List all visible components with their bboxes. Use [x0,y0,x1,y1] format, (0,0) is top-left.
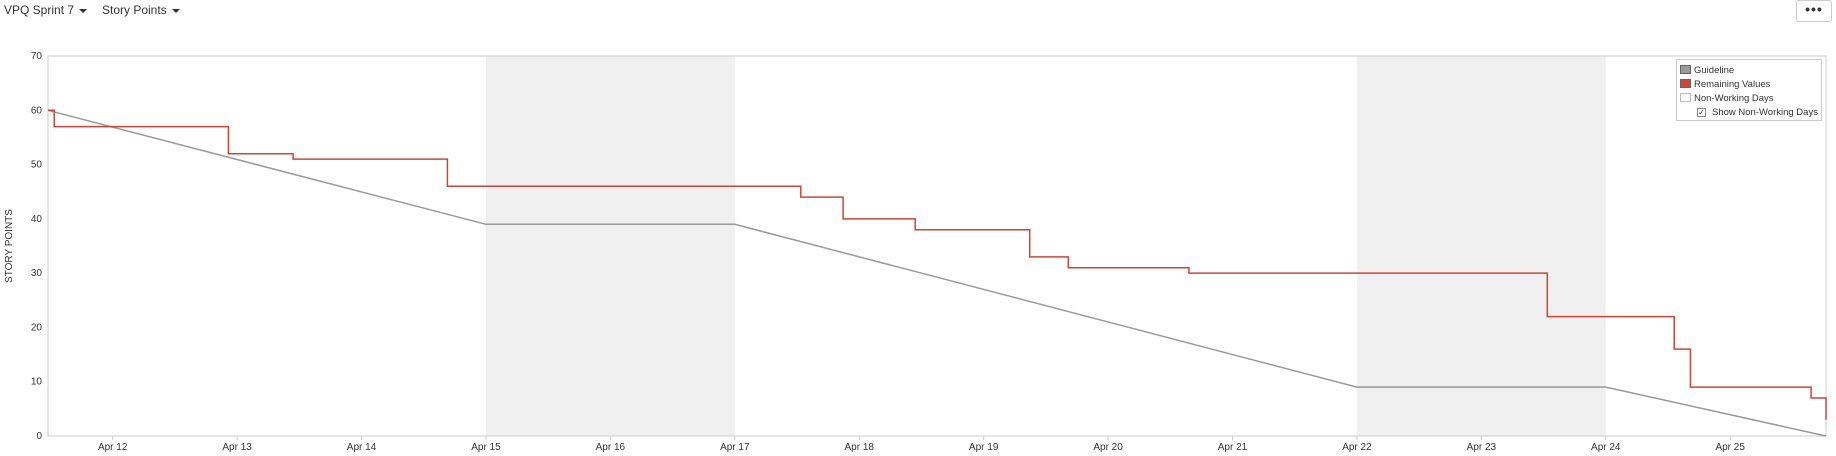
estimation-field-dropdown[interactable]: Story Points [102,3,180,17]
legend-label: Non-Working Days [1694,93,1774,104]
guideline-swatch [1680,65,1691,74]
more-actions-button[interactable]: ••• [1796,0,1832,22]
x-tick-label: Apr 12 [98,442,128,453]
non-working-swatch [1680,93,1691,102]
sprint-dropdown-label: VPQ Sprint 7 [4,3,75,17]
y-tick-label: 40 [31,214,43,225]
x-tick-label: Apr 16 [596,442,626,453]
x-tick-label: Apr 17 [720,442,750,453]
legend-label: Remaining Values [1694,79,1771,90]
y-tick-label: 10 [31,377,43,388]
chart-legend: Guideline Remaining Values Non-Working D… [1676,59,1822,121]
x-tick-label: Apr 15 [471,442,501,453]
x-tick-label: Apr 21 [1218,442,1248,453]
caret-down-icon [171,8,180,13]
y-tick-label: 70 [31,51,43,62]
x-tick-label: Apr 20 [1093,442,1123,453]
remaining-swatch [1680,79,1691,88]
estimation-field-label: Story Points [102,3,167,17]
x-tick-label: Apr 23 [1467,442,1497,453]
non-working-band [485,56,735,436]
toolbar: VPQ Sprint 7 Story Points ••• [0,0,1836,22]
x-tick-label: Apr 25 [1715,442,1745,453]
chart-series [47,109,1827,437]
x-tick-label: Apr 24 [1591,442,1621,453]
y-axis-label: STORY POINTS [4,209,15,283]
y-tick-label: 20 [31,322,43,333]
non-working-band [1356,56,1606,436]
y-tick-label: 50 [31,160,43,171]
plot-frame [47,55,1827,437]
x-tick-label: Apr 19 [969,442,999,453]
x-tick-label: Apr 14 [347,442,377,453]
remaining-values-series [48,109,1827,420]
non-working-bands [485,56,1606,436]
x-tick-label: Apr 18 [845,442,875,453]
y-tick-label: 30 [31,268,43,279]
x-tick-label: Apr 22 [1342,442,1372,453]
legend-label: Guideline [1694,65,1735,76]
checkbox[interactable]: ✓ [1697,108,1706,117]
y-tick-label: 60 [31,105,43,116]
x-tick-label: Apr 13 [222,442,252,453]
y-tick-label: 0 [36,431,42,442]
show-non-working-label: Show Non-Working Days [1712,107,1818,118]
sprint-dropdown[interactable]: VPQ Sprint 7 [4,3,88,17]
chart-axes: 0 10 20 30 40 50 60 70 Apr 12 Apr 13 Apr 14 Apr 15 A… [31,51,1827,453]
guideline-series [47,109,1827,437]
caret-down-icon [79,8,88,13]
